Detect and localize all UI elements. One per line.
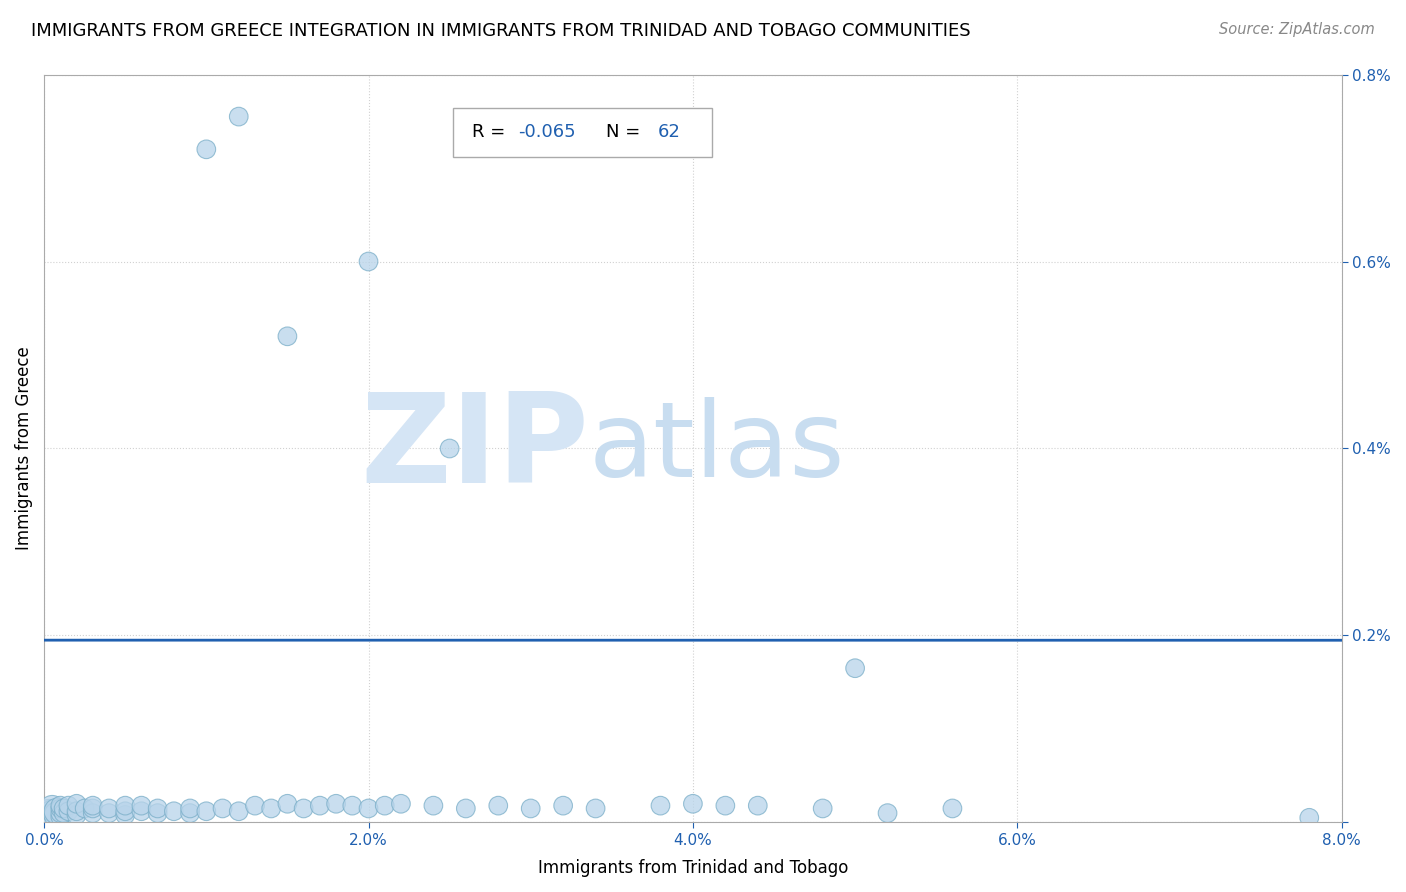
Point (682, 797, 704, 811)
Point (163, 804, 186, 818)
Point (131, 798, 153, 813)
Point (38, 808, 60, 822)
Point (276, 797, 298, 811)
X-axis label: Immigrants from Trinidad and Tobago: Immigrants from Trinidad and Tobago (537, 859, 848, 877)
Point (195, 804, 218, 818)
Point (46, 804, 69, 818)
Point (98, 801, 121, 815)
Point (41, 806, 63, 821)
Point (1298, 811, 1320, 825)
Point (146, 806, 169, 821)
Point (228, 110, 250, 124)
Point (146, 801, 169, 815)
Point (941, 801, 963, 815)
Point (46, 808, 69, 822)
Point (52, 801, 75, 815)
Point (58, 798, 80, 813)
Point (82, 801, 104, 815)
Text: -0.065: -0.065 (517, 123, 575, 142)
Point (82, 798, 104, 813)
Text: Source: ZipAtlas.com: Source: ZipAtlas.com (1219, 22, 1375, 37)
Point (714, 798, 737, 813)
Point (454, 801, 477, 815)
Point (519, 801, 541, 815)
Point (179, 806, 201, 821)
Point (260, 801, 283, 815)
Point (585, 801, 607, 815)
Point (49, 806, 72, 821)
Point (82, 806, 104, 821)
Point (49, 798, 72, 813)
Point (357, 254, 380, 268)
Point (292, 801, 315, 815)
Point (342, 798, 364, 813)
Point (228, 804, 250, 818)
Point (357, 801, 380, 815)
Point (131, 804, 153, 818)
FancyBboxPatch shape (453, 108, 713, 157)
Point (98, 806, 121, 821)
Point (422, 798, 444, 813)
Point (65, 804, 87, 818)
Point (486, 798, 509, 813)
Point (65, 808, 87, 822)
Point (73, 801, 96, 815)
Point (114, 808, 136, 822)
Point (876, 806, 898, 821)
Point (114, 804, 136, 818)
Point (195, 142, 218, 156)
Point (374, 798, 396, 813)
Point (325, 797, 347, 811)
Point (308, 798, 330, 813)
Text: IMMIGRANTS FROM GREECE INTEGRATION IN IMMIGRANTS FROM TRINIDAD AND TOBAGO COMMUN: IMMIGRANTS FROM GREECE INTEGRATION IN IM… (31, 22, 970, 40)
Point (49, 801, 72, 815)
Point (114, 798, 136, 813)
Point (553, 798, 575, 813)
Point (844, 661, 866, 675)
Y-axis label: Immigrants from Greece: Immigrants from Greece (15, 347, 32, 550)
Point (747, 798, 769, 813)
Point (38, 812, 60, 826)
Point (58, 804, 80, 818)
Point (41, 810, 63, 824)
Point (179, 801, 201, 815)
Point (811, 801, 834, 815)
Point (65, 797, 87, 811)
Point (41, 801, 63, 815)
Point (276, 329, 298, 343)
Point (439, 442, 461, 456)
Point (211, 801, 233, 815)
Text: atlas: atlas (589, 398, 846, 500)
Point (243, 798, 266, 813)
Text: 62: 62 (658, 123, 681, 142)
Point (52, 806, 75, 821)
Text: ZIP: ZIP (360, 388, 589, 509)
Point (650, 798, 672, 813)
Point (49, 810, 72, 824)
Text: N =: N = (606, 123, 645, 142)
Point (389, 797, 412, 811)
Text: R =: R = (472, 123, 512, 142)
